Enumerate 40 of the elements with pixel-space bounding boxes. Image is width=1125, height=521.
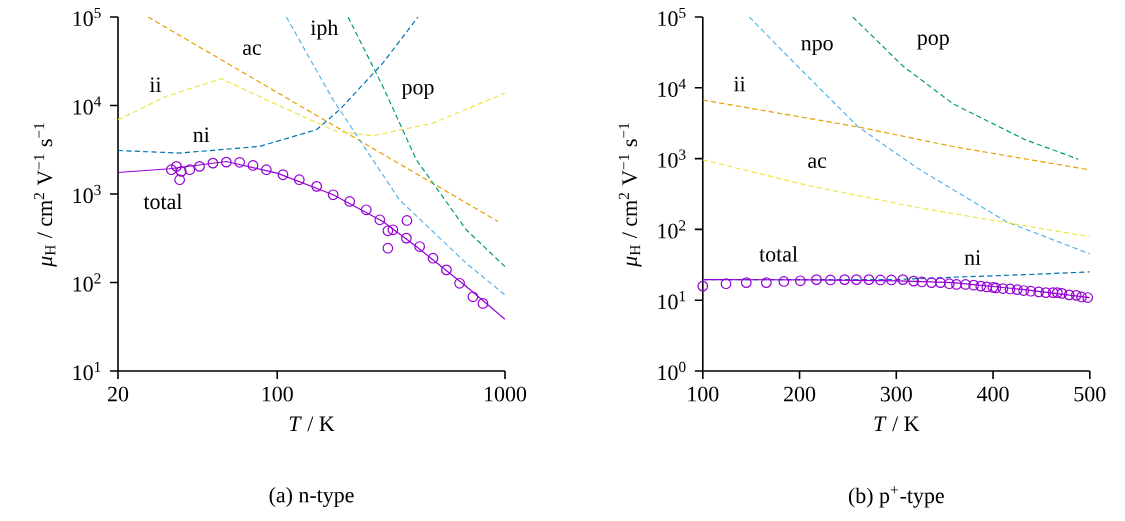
y-tick-label: 10$^{4}$ (73, 96, 102, 115)
y-tick-label: 10$^{5}$ (658, 7, 686, 27)
y-tick-label: 10$^{2}$ (658, 220, 686, 239)
x-tick-label: 100 (262, 386, 293, 402)
series-label: iph (310, 19, 339, 40)
series-label: ni (193, 127, 210, 143)
x-tick-label: 300 (880, 386, 912, 402)
y-axis-title: μ$_{H}$ / cm$^{2}$ V$^{−1}$ s$^{−1}$ (33, 123, 57, 267)
x-axis-title: T / K (874, 416, 920, 432)
y-tick-label: 10$^{1}$ (73, 361, 101, 381)
y-tick-label: 10$^{3}$ (658, 149, 686, 168)
series-label: ni (964, 250, 981, 265)
y-tick-label: 10$^{2}$ (73, 273, 101, 292)
series-label: total (143, 193, 182, 210)
y-tick-label: 10$^{1}$ (658, 291, 686, 310)
series-label: ii (149, 77, 162, 92)
y-tick-label: 10$^{5}$ (73, 7, 101, 27)
y-tick-label: 10$^{0}$ (658, 361, 686, 381)
series-label: ac (243, 44, 262, 55)
series-label: ac (808, 157, 827, 168)
series-label: pop (917, 34, 949, 50)
series-label: npo (801, 39, 833, 55)
line-series (702, 99, 1090, 171)
series-label: ii (733, 76, 746, 92)
x-axis-title: T / K (289, 416, 335, 432)
text: (a) n-type (269, 487, 354, 507)
y-axis-title: μ$_{H}$ / cm$^{2}$ V$^{−1}$ s$^{−1}$ (618, 123, 642, 267)
text: (b) p$^{+}$-type (848, 486, 944, 508)
x-tick-label: 500 (1074, 386, 1106, 402)
x-tick-label: 400 (977, 386, 1009, 402)
line-series (852, 16, 1079, 160)
y-tick-label: 10$^{3}$ (73, 184, 101, 204)
series-label: total (759, 246, 798, 262)
x-tick-label: 200 (784, 386, 816, 402)
line-series (702, 159, 1090, 238)
x-tick-label: 1000 (485, 386, 527, 402)
x-tick-label: 100 (688, 386, 719, 402)
y-tick-label: 10$^{4}$ (658, 78, 686, 97)
series-label: pop (401, 83, 434, 99)
x-tick-label: 20 (108, 386, 129, 402)
